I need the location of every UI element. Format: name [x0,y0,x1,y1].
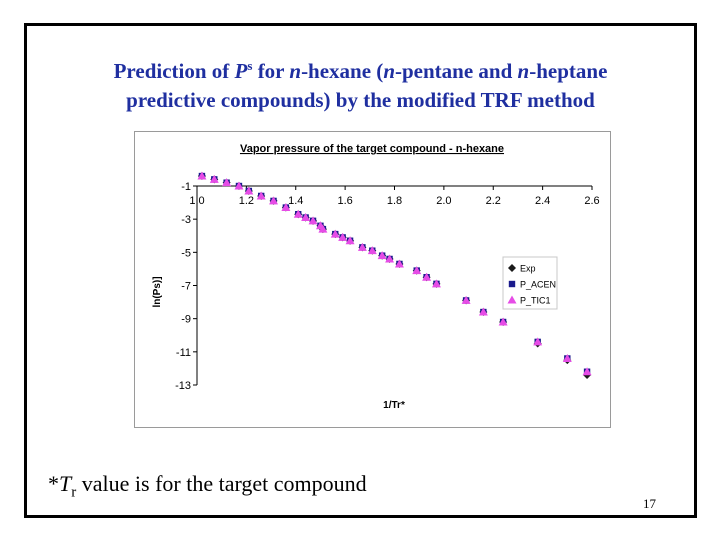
chart-container: Exp P_ACEN P_TIC1 1.0 1.2 1.4 1.6 1.8 2.0 2.2 2.4… [134,131,611,428]
data-point-p_tic1 [394,259,404,268]
data-point-p_tic1 [431,279,441,288]
legend-label-exp: Exp [520,264,536,274]
title-text-1: Prediction of [113,59,235,83]
data-point-p_tic1 [422,272,432,281]
x-tick-label: 1.6 [337,195,352,207]
x-tick-label: 2.6 [584,195,599,207]
data-point-p_tic1 [244,186,254,195]
legend-marker-p_tic1 [507,295,517,304]
title-superscript: s [247,58,253,73]
footnote-star: * [48,471,59,496]
data-point-p_tic1 [562,353,572,362]
footnote-variable: T [59,471,72,496]
data-point-p_tic1 [222,178,232,187]
data-point-p_tic1 [367,246,377,255]
data-point-p_tic1 [269,196,279,205]
page-number: 17 [643,496,656,511]
y-tick-label: -3 [181,214,191,226]
data-point-p_tic1 [234,181,244,190]
y-tick-label: -9 [181,314,191,326]
title-text-4: -pentane and [395,59,518,83]
footnote: *Tr value is for the target compound [48,471,367,501]
data-point-p_tic1 [209,174,219,183]
x-axis-label: 1/Tr* [383,400,405,411]
slide-title-line2: predictive compounds) by the modified TR… [126,88,595,112]
slide-title: Prediction of Ps for n-hexane (n-pentane… [24,57,697,115]
y-tick-label: -1 [181,181,191,193]
footnote-text: value is for the target compound [76,471,367,496]
title-text-5: -heptane [529,59,608,83]
data-point-p_tic1 [301,213,311,222]
x-tick-label: 1.4 [288,195,303,207]
title-text-2: for [252,59,290,83]
data-point-p_tic1 [345,236,355,245]
x-tick-label: 2.2 [486,195,501,207]
title-italic-n-1: n [289,59,302,83]
data-point-p_tic1 [330,229,340,238]
data-point-p_tic1 [338,232,348,241]
x-tick-label: 1.0 [189,195,204,207]
data-point-p_tic1 [318,224,328,233]
slide-title-line1: Prediction of Ps for n-hexane (n-pentane… [24,57,697,86]
y-tick-label: -11 [176,347,191,359]
title-italic-n-3: n [517,59,530,83]
data-point-p_tic1 [385,254,395,263]
chart-svg: Exp P_ACEN P_TIC1 1.0 1.2 1.4 1.6 1.8 2.0 2.2 2.4… [152,143,600,411]
chart-title: Vapor pressure of the target compound - … [240,143,504,155]
data-point-p_tic1 [533,337,543,346]
data-point-p_tic1 [478,307,488,316]
data-point-p_tic1 [293,209,303,218]
data-point-p_tic1 [412,266,422,275]
data-point-p_tic1 [308,216,318,225]
data-point-p_tic1 [582,367,592,376]
legend-marker-p_acen [508,280,516,288]
data-point-p_tic1 [377,251,387,260]
x-tick-label: 1.8 [387,195,402,207]
legend-label-p_acen: P_ACEN [520,280,556,290]
title-variable: P [234,59,248,83]
y-axis-label: ln(Ps)] [152,276,163,307]
data-point-p_tic1 [256,191,266,200]
data-point-p_tic1 [197,171,207,180]
y-tick-label: -5 [181,247,191,259]
footnote-subscript: r [71,484,77,501]
data-point-p_tic1 [281,203,291,212]
legend-label-p_tic1: P_TIC1 [520,296,551,306]
data-point-p_tic1 [498,317,508,326]
x-tick-label: 2.4 [535,195,550,207]
y-tick-label: -13 [175,380,191,392]
legend-marker-exp [508,264,516,272]
x-tick-label: 1.2 [239,195,254,207]
title-italic-n-2: n [383,59,395,83]
y-tick-label: -7 [181,281,191,293]
data-point-p_tic1 [461,295,471,304]
x-tick-label: 2.0 [436,195,451,207]
title-text-3: -hexane ( [301,59,384,83]
data-point-p_tic1 [357,242,367,251]
